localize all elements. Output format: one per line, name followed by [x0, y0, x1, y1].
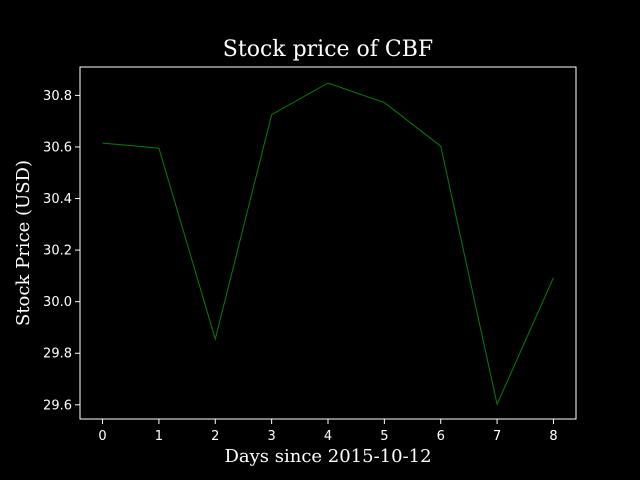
x-axis-label: Days since 2015-10-12: [224, 446, 431, 467]
y-tick-label: 29.6: [43, 398, 72, 413]
series-line: [102, 82, 554, 406]
y-tick-label: 30.6: [43, 140, 72, 155]
y-tick-label: 30.8: [43, 89, 72, 104]
y-tick-label: 30.2: [43, 244, 72, 259]
x-tick-label: 7: [493, 429, 501, 444]
y-tick-label: 29.8: [43, 347, 72, 362]
y-tick-label: 30.4: [43, 192, 72, 207]
x-tick-label: 1: [155, 429, 163, 444]
y-axis-ticks: 29.6 29.8 30.0 30.2 30.4 30.6 30.8: [43, 89, 80, 413]
x-tick-label: 4: [324, 429, 332, 444]
chart-title: Stock price of CBF: [223, 37, 433, 62]
x-tick-label: 5: [380, 429, 388, 444]
x-tick-label: 0: [98, 429, 106, 444]
series-layer: [102, 82, 554, 406]
x-tick-label: 6: [437, 429, 445, 444]
x-tick-label: 2: [211, 429, 219, 444]
x-tick-label: 3: [267, 429, 275, 444]
y-axis-label: Stock Price (USD): [13, 160, 34, 326]
y-tick-label: 30.0: [43, 295, 72, 310]
x-tick-label: 8: [549, 429, 557, 444]
x-axis-ticks: 0 1 2 3 4 5 6 7 8: [98, 419, 558, 444]
